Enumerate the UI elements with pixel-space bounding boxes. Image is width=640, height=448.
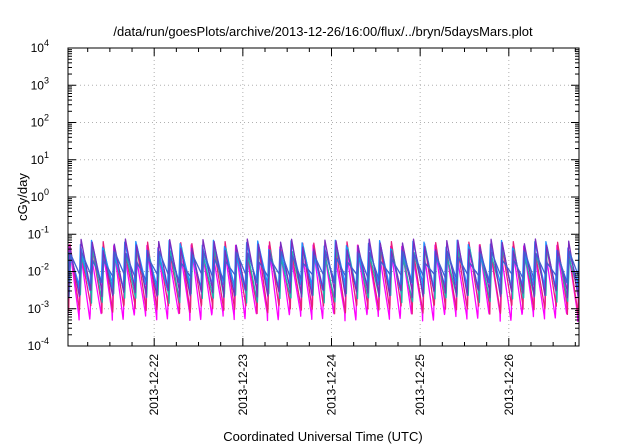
data-series-line [68, 250, 579, 286]
x-tick-label: 2013-12-25 [413, 354, 427, 416]
x-axis-label: Coordinated Universal Time (UTC) [223, 429, 422, 444]
x-tick-label: 2013-12-26 [502, 354, 516, 416]
x-tick-label: 2013-12-22 [147, 354, 161, 416]
x-tick-label: 2013-12-24 [325, 354, 339, 416]
x-tick-label: 2013-12-23 [236, 354, 250, 416]
x-tick-labels: 2013-12-22 2013-12-23 2013-12-24 2013-12-25… [147, 354, 516, 416]
ticks [68, 47, 579, 347]
series-group [68, 238, 579, 322]
y-axis-label: cGy/day [15, 173, 30, 221]
chart-title: /data/run/goesPlots/archive/2013-12-26/1… [113, 24, 533, 39]
